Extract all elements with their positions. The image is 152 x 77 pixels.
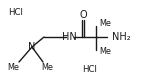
Text: NH₂: NH₂ <box>112 32 131 42</box>
Text: HCl: HCl <box>83 66 97 75</box>
Text: HCl: HCl <box>8 8 23 17</box>
Text: Me: Me <box>41 64 53 73</box>
Text: O: O <box>79 10 87 20</box>
Text: Me: Me <box>7 64 19 73</box>
Text: HN: HN <box>62 32 76 42</box>
Text: Me: Me <box>99 48 111 57</box>
Text: Me: Me <box>99 18 111 27</box>
Text: N: N <box>28 42 36 52</box>
